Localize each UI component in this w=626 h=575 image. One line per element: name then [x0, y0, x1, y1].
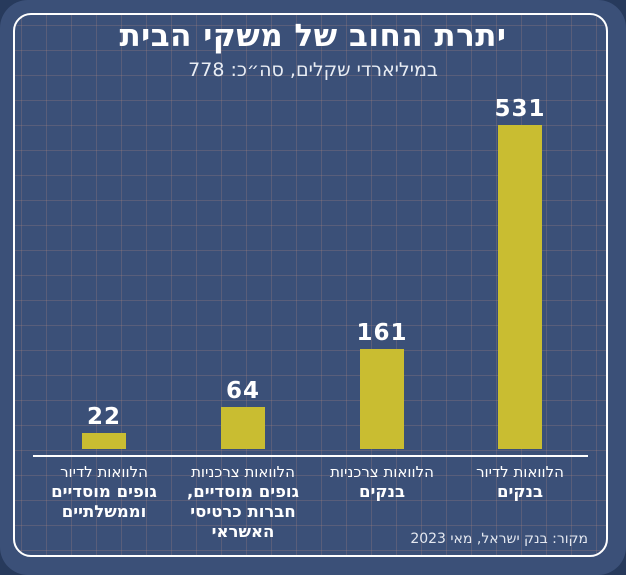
x-axis-line	[33, 455, 588, 457]
chart-subtitle: במיליארדי שקלים, סה״כ: 778	[188, 59, 438, 81]
source-note: מקור: בנק ישראל, מאי 2023	[410, 531, 588, 547]
bar-value-label: 22	[87, 404, 122, 430]
bar-group-housing-banks: 531	[450, 98, 590, 449]
bar-value-label: 64	[226, 378, 261, 404]
category-label-line: הלוואות צרכניות	[191, 463, 295, 481]
category-label-consumer-banks: הלוואות צרכניות בנקים	[307, 462, 457, 502]
bar-value-label: 531	[494, 96, 546, 122]
bar-group-consumer-institutional: 64	[173, 380, 313, 449]
category-label-bold: גופים מוסדיים וממשלתיים	[51, 482, 157, 521]
bar	[498, 125, 542, 449]
category-label-line: הלוואות לדיור	[476, 463, 564, 481]
category-label-bold: בנקים	[358, 482, 406, 501]
chart-title: יתרת החוב של משקי הבית	[119, 18, 507, 54]
category-label-housing-banks: הלוואות לדיור בנקים	[445, 462, 595, 502]
bar-group-consumer-banks: 161	[312, 322, 452, 449]
category-label-bold: בנקים	[496, 482, 544, 501]
bar-value-label: 161	[356, 320, 408, 346]
category-label-housing-institutional: הלוואות לדיור גופים מוסדיים וממשלתיים	[29, 462, 179, 522]
bar	[82, 433, 126, 449]
category-label-bold: גופים מוסדיים, חברות כרטיסי האשראי	[187, 482, 299, 541]
bar-group-housing-institutional: 22	[34, 406, 174, 449]
bar	[360, 349, 404, 449]
category-label-line: הלוואות צרכניות	[330, 463, 434, 481]
category-label-consumer-institutional: הלוואות צרכניות גופים מוסדיים, חברות כרט…	[168, 462, 318, 542]
category-label-line: הלוואות לדיור	[60, 463, 148, 481]
bar	[221, 407, 265, 449]
